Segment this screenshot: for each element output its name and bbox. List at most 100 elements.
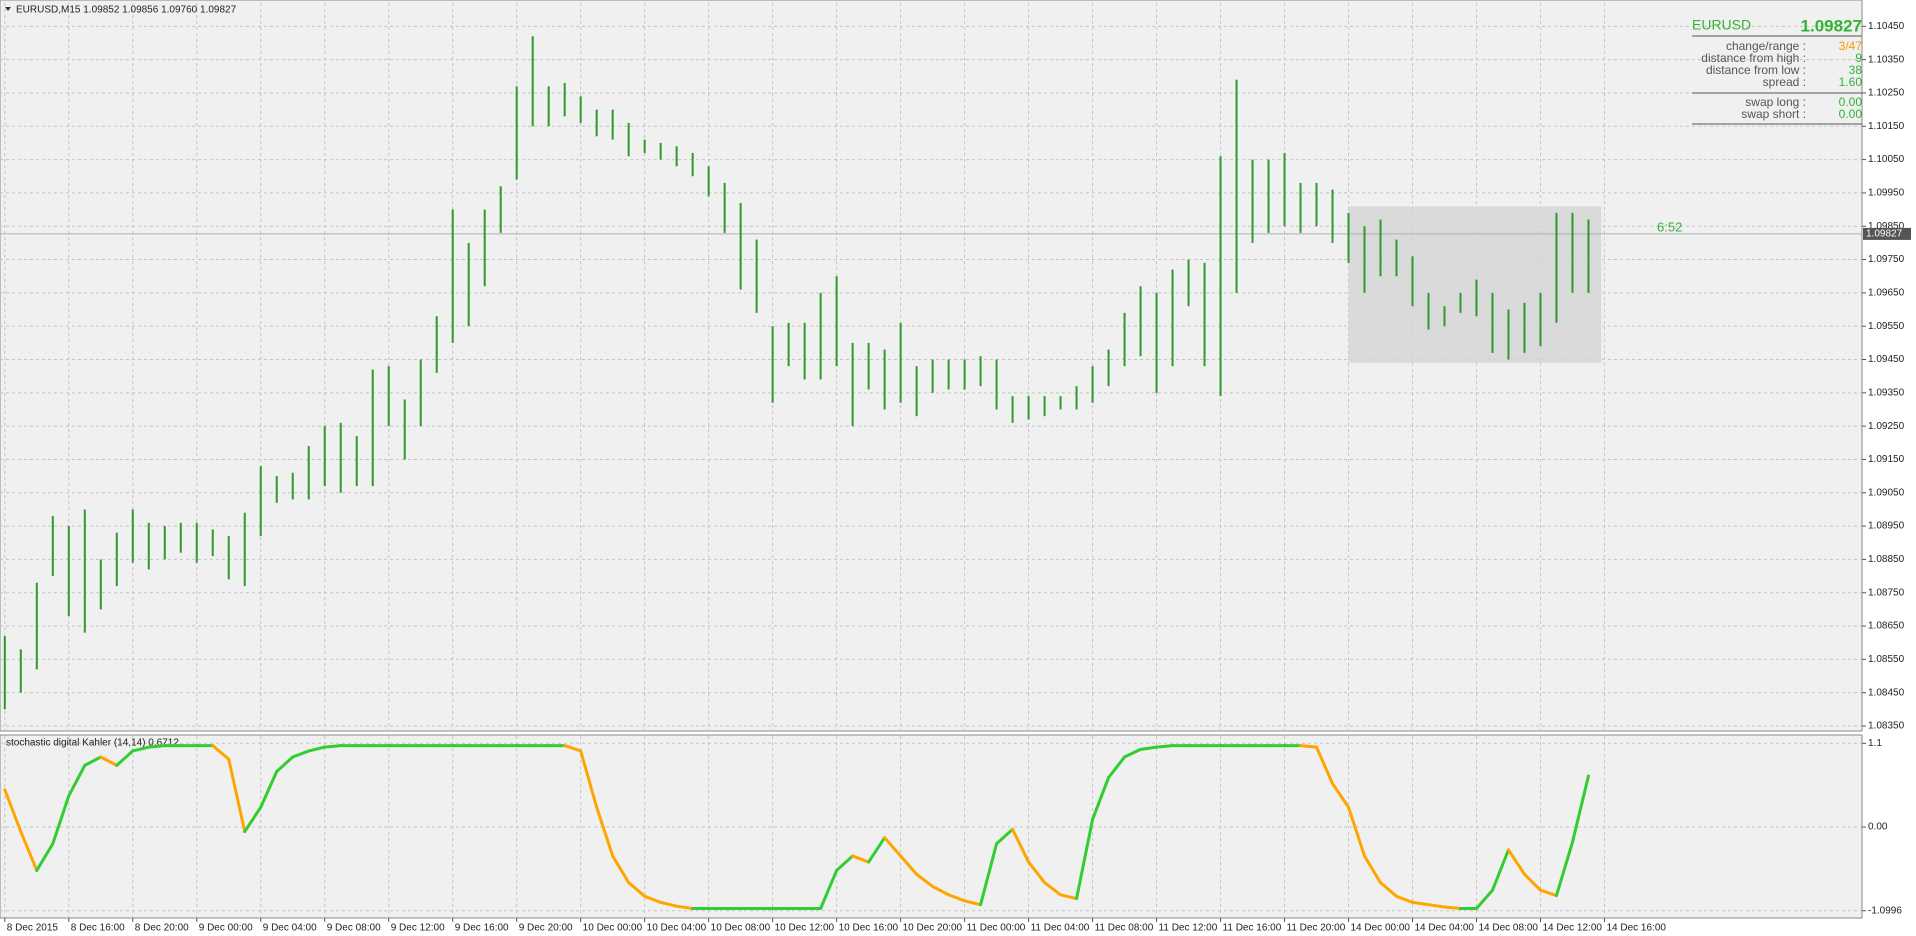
price-bar bbox=[1491, 292, 1494, 353]
indicator-segment bbox=[1538, 888, 1558, 898]
indicator-segment bbox=[1410, 900, 1430, 907]
indicator-segment bbox=[675, 904, 695, 910]
price-bar bbox=[163, 526, 166, 560]
price-bar bbox=[931, 359, 934, 393]
price-bar bbox=[755, 239, 758, 313]
price-bar bbox=[1363, 226, 1366, 293]
info-label: swap short : bbox=[1741, 107, 1806, 121]
y-tick-label: 0.00 bbox=[1868, 822, 1888, 833]
price-bar bbox=[179, 522, 182, 553]
price-bar bbox=[275, 476, 278, 503]
x-tick-label: 9 Dec 20:00 bbox=[519, 923, 573, 934]
indicator-segment bbox=[307, 745, 327, 753]
price-bar bbox=[307, 446, 310, 500]
price-bar bbox=[787, 322, 790, 367]
indicator-segment bbox=[643, 894, 663, 904]
price-bar bbox=[147, 522, 150, 570]
x-tick-label: 11 Dec 08:00 bbox=[1095, 923, 1154, 934]
y-tick-label: 1.10350 bbox=[1868, 54, 1905, 65]
indicator-segment bbox=[1299, 744, 1319, 749]
price-bar bbox=[1059, 396, 1062, 410]
price-bar bbox=[803, 322, 806, 380]
indicator-segment bbox=[1347, 805, 1367, 858]
price-bar bbox=[323, 426, 326, 487]
price-bar bbox=[1475, 279, 1478, 317]
price-bar bbox=[675, 146, 678, 167]
x-tick-label: 8 Dec 2015 bbox=[7, 923, 59, 934]
indicator-segment bbox=[1155, 744, 1175, 749]
y-tick-label: 1.08650 bbox=[1868, 621, 1905, 632]
y-tick-label: 1.08550 bbox=[1868, 654, 1905, 665]
price-bar bbox=[1507, 309, 1510, 360]
price-bar bbox=[1251, 159, 1254, 243]
price-bar bbox=[1587, 219, 1590, 293]
price-bar bbox=[1459, 292, 1462, 313]
indicator-segment bbox=[211, 744, 231, 761]
price-bar bbox=[691, 152, 694, 177]
price-bar bbox=[195, 522, 198, 563]
indicator-segment bbox=[323, 744, 343, 749]
main-panel bbox=[0, 0, 1863, 732]
rectangle bbox=[1348, 206, 1602, 363]
price-bar bbox=[1347, 212, 1350, 263]
indicator-segment bbox=[1522, 872, 1542, 892]
price-bar bbox=[659, 142, 662, 160]
price-bar bbox=[1411, 256, 1414, 307]
price-bar bbox=[531, 36, 534, 127]
x-tick-label: 9 Dec 16:00 bbox=[455, 923, 509, 934]
price-bar bbox=[1283, 152, 1286, 227]
x-tick-label: 10 Dec 08:00 bbox=[711, 923, 771, 934]
price-bar bbox=[739, 202, 742, 290]
indicator-segment bbox=[979, 842, 999, 907]
price-bar bbox=[1027, 396, 1030, 420]
price-bar bbox=[1139, 286, 1142, 357]
price-bar bbox=[1155, 292, 1158, 393]
price-bar bbox=[771, 326, 774, 403]
indicator-segment bbox=[1123, 747, 1143, 759]
symbol: EURUSD bbox=[1692, 17, 1751, 33]
x-tick-label: 11 Dec 16:00 bbox=[1223, 923, 1282, 934]
x-tick-label: 14 Dec 04:00 bbox=[1414, 923, 1474, 934]
indicator-segment bbox=[147, 744, 167, 749]
indicator-segment bbox=[1363, 854, 1383, 885]
price-bar bbox=[243, 512, 246, 587]
price-bar bbox=[819, 292, 822, 380]
price-bar bbox=[643, 139, 646, 153]
indicator-segment bbox=[963, 899, 983, 907]
y-tick-label: 1.09650 bbox=[1868, 288, 1905, 299]
indicator-segment bbox=[899, 854, 919, 876]
current-price-box bbox=[1863, 227, 1911, 240]
price-bar bbox=[1315, 182, 1318, 227]
price-bar bbox=[387, 366, 390, 427]
info-value: 9 bbox=[1855, 51, 1862, 65]
info-value: 1.60 bbox=[1839, 75, 1863, 89]
price-bar bbox=[115, 532, 118, 587]
y-tick-label: 1.08450 bbox=[1868, 687, 1905, 698]
info-panel: EURUSD 1.09827 bbox=[1692, 16, 1862, 125]
x-tick-label: 8 Dec 16:00 bbox=[71, 923, 125, 934]
y-tick-label: 1.1 bbox=[1868, 738, 1882, 749]
x-tick-label: 11 Dec 04:00 bbox=[1031, 923, 1090, 934]
price-bar bbox=[947, 359, 950, 390]
y-tick-label: 1.09750 bbox=[1868, 254, 1905, 265]
x-tick-label: 9 Dec 04:00 bbox=[263, 923, 317, 934]
indicator-segment bbox=[51, 794, 71, 846]
y-tick-label: -1.0996 bbox=[1868, 905, 1902, 916]
indicator-segment bbox=[883, 836, 903, 858]
price-bar bbox=[1107, 349, 1110, 387]
indicator-segment bbox=[1490, 848, 1510, 892]
x-tick-label: 10 Dec 04:00 bbox=[647, 923, 707, 934]
price-bar bbox=[435, 316, 438, 373]
price-bar bbox=[979, 356, 982, 387]
price-bar bbox=[867, 342, 870, 390]
indicator-segment bbox=[19, 830, 39, 872]
indicator-title: stochastic digital Kahler (14,14) 0.6712 bbox=[6, 738, 179, 749]
y-tick-label: 1.09450 bbox=[1868, 354, 1905, 365]
y-tick-label: 1.10050 bbox=[1868, 154, 1905, 165]
price-bar bbox=[499, 186, 502, 233]
indicator-segment bbox=[291, 749, 311, 759]
price-bar bbox=[227, 536, 230, 580]
price-bar bbox=[1379, 219, 1382, 277]
indicator-segment bbox=[67, 763, 87, 798]
